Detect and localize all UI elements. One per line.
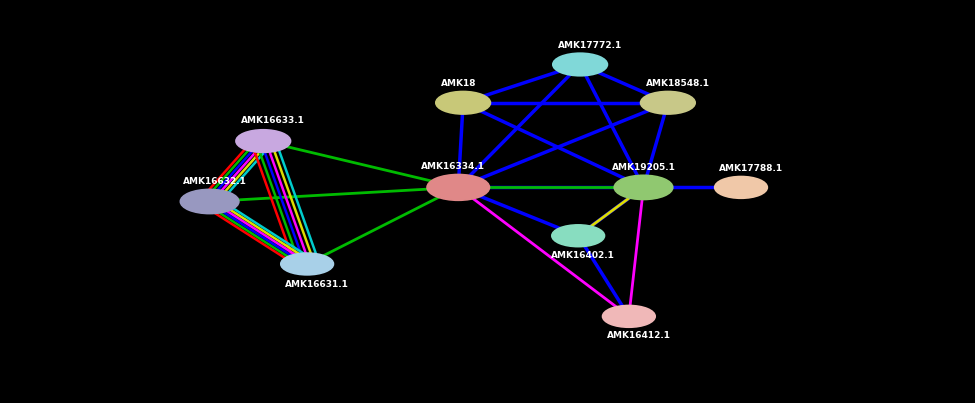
- Text: AMK18: AMK18: [441, 79, 476, 88]
- Circle shape: [553, 53, 607, 76]
- Circle shape: [552, 225, 604, 247]
- Text: AMK16631.1: AMK16631.1: [285, 280, 349, 289]
- Text: AMK16632.1: AMK16632.1: [182, 177, 247, 186]
- Circle shape: [436, 91, 490, 114]
- Circle shape: [236, 130, 291, 152]
- Text: AMK16633.1: AMK16633.1: [241, 116, 305, 125]
- Circle shape: [603, 305, 655, 327]
- Circle shape: [614, 175, 673, 199]
- Circle shape: [641, 91, 695, 114]
- Circle shape: [180, 189, 239, 214]
- Text: AMK16334.1: AMK16334.1: [421, 162, 486, 171]
- Text: AMK16412.1: AMK16412.1: [606, 331, 671, 340]
- Text: AMK17772.1: AMK17772.1: [558, 41, 622, 50]
- Text: AMK17788.1: AMK17788.1: [719, 164, 783, 172]
- Circle shape: [715, 177, 767, 198]
- Text: AMK18548.1: AMK18548.1: [645, 79, 710, 88]
- Text: AMK16402.1: AMK16402.1: [551, 251, 615, 260]
- Circle shape: [281, 253, 333, 275]
- Circle shape: [427, 174, 489, 200]
- Text: AMK19205.1: AMK19205.1: [611, 163, 676, 172]
